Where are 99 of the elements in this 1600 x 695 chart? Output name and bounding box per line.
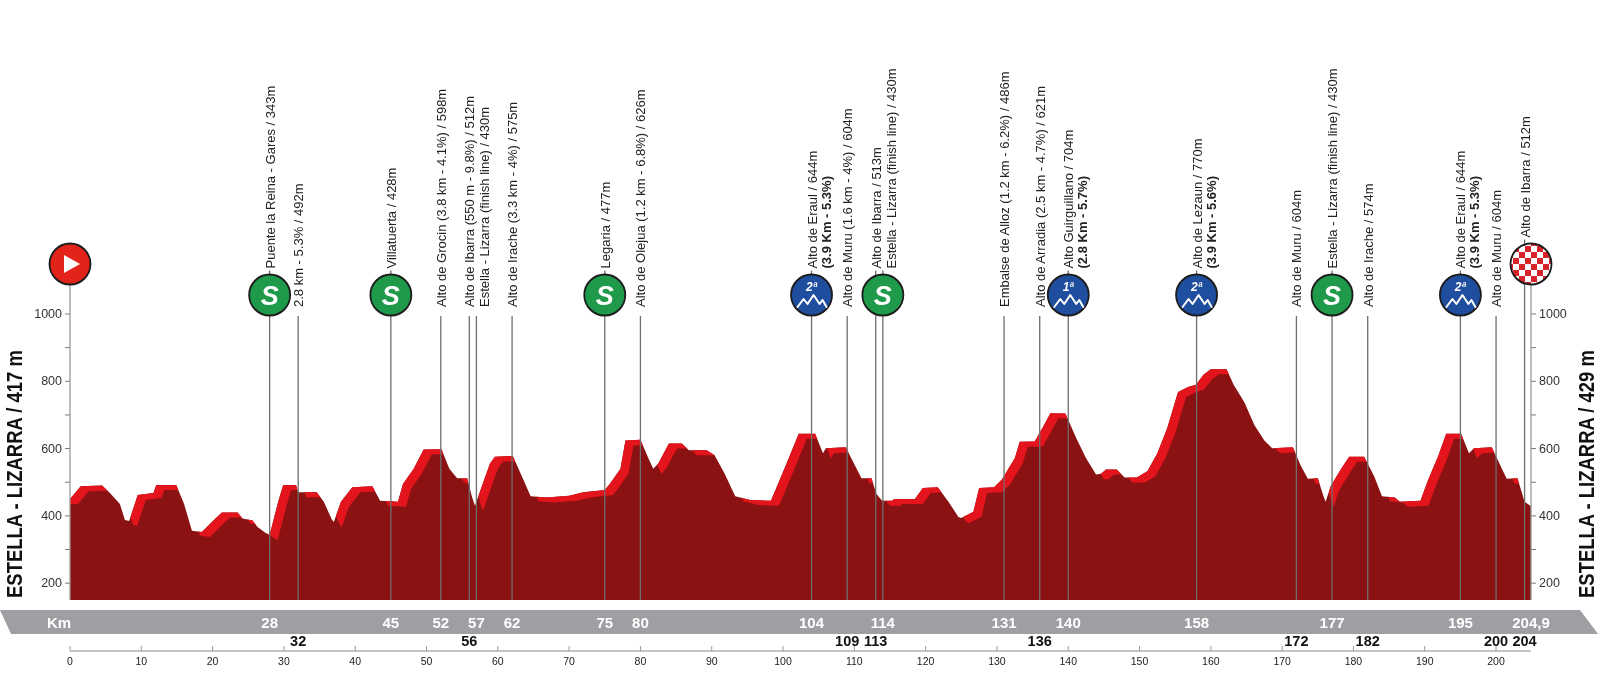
ref-line-label: Alto de Ibarra (550 m - 9.8%) / 512m — [461, 96, 477, 307]
y2-tick-label: 1000 — [1539, 307, 1567, 321]
x2-tick-label: 45 — [382, 613, 400, 631]
x-tick-label: 160 — [1202, 655, 1220, 667]
ref-line-label: Alto de Ibarra / 512m — [1517, 116, 1533, 238]
s-badge-icon: S — [369, 273, 413, 317]
annotation: S — [873, 281, 892, 311]
annotation: S — [1323, 281, 1342, 311]
y2-tick-label: 600 — [1539, 441, 1560, 456]
mountain-icon: 1ª — [1046, 273, 1090, 317]
x2-tick-label: 75 — [596, 613, 614, 631]
ref-line-label: Alto de Irache (3.3 km - 4%) / 575m — [504, 101, 520, 307]
text: 182 — [1355, 633, 1380, 649]
ref-line-label: Alto de Eraul / 644m (3.9 Km - 5.3%) — [1452, 150, 1482, 269]
x-tick-label: 170 — [1273, 655, 1292, 667]
x-tick-label: 0 — [67, 655, 74, 667]
x2-tick-label: 158 — [1184, 613, 1210, 631]
mountain-icon: 2ª — [1439, 273, 1482, 317]
ref-line-label: Legaria / 477m — [597, 181, 613, 269]
x-tick-label: 140 — [1059, 655, 1078, 667]
x2-tick-label: 131 — [991, 613, 1017, 631]
x-tick-label: 40 — [349, 655, 362, 667]
ref-line-label: Villatuerta / 428m — [383, 167, 399, 269]
y-tick-label: 600 — [41, 441, 63, 456]
annotation: 2ª — [1453, 280, 1467, 294]
text: 172 — [1284, 633, 1309, 649]
text: 32 — [290, 633, 307, 649]
x2-tick-label: 80 — [632, 613, 649, 631]
s-badge-icon: S — [248, 273, 292, 317]
y-axis-title: ESTELLA - LIZARRA / 417 m — [2, 350, 26, 598]
text: 109 — [835, 633, 860, 649]
s-badge-icon: S — [861, 273, 905, 317]
ref-line-label: Alto de Lezaun / 770m (3.9 Km - 5.6%) — [1189, 138, 1219, 269]
x-tick-label: 110 — [845, 655, 863, 667]
ref-line-label: Alto de Irache / 574m — [1360, 183, 1376, 307]
text: 204 — [1512, 633, 1537, 649]
ref-line-label: Alto de Muru / 604m — [1488, 189, 1504, 307]
ref-line-label: 2.8 km - 5.3% / 492m — [290, 183, 306, 307]
s-badge-icon: S — [583, 273, 627, 317]
x-tick-label: 120 — [916, 655, 935, 667]
ref-line-label: Alto de Olejua (1.2 km - 6.8%) / 626m — [632, 89, 648, 307]
y-tick-label: 200 — [41, 576, 63, 591]
x2-tick-label: 177 — [1319, 613, 1345, 631]
x-tick-label: 90 — [705, 655, 718, 667]
x-tick-label: 130 — [988, 655, 1006, 667]
y-tick-label: 400 — [41, 508, 63, 523]
x2-tick-label: 204,9 — [1512, 613, 1550, 631]
ref-line-label: Alto de Ibarra / 513m — [868, 147, 884, 269]
mountain-icon: 2ª — [790, 273, 833, 317]
x-tick-label: 180 — [1344, 655, 1363, 667]
x-tick-label: 50 — [420, 655, 433, 667]
mountain-icon: 2ª — [1175, 273, 1218, 317]
y2-axis-title: ESTELLA - LIZARRA / 429 m — [1574, 350, 1598, 598]
y2-tick-label: 800 — [1539, 374, 1560, 389]
annotation: 1ª — [1062, 280, 1075, 294]
x-tick-label: 30 — [278, 655, 290, 667]
ref-line-label: Alto de Muru (1.6 km - 4%) / 604m — [839, 108, 855, 307]
text: 136 — [1027, 633, 1052, 649]
ref-line-label: Alto de Muru / 604m — [1288, 189, 1304, 307]
text: 113 — [864, 633, 888, 649]
ref-line-label: Alto de Eraul / 644m (3.9 Km - 5.3%) — [804, 150, 834, 269]
x-tick-label: 100 — [774, 655, 792, 667]
y-tick-label: 800 — [41, 374, 63, 389]
y-tick-label: 1000 — [34, 307, 63, 321]
annotation: S — [381, 281, 400, 311]
x-tick-label: 150 — [1130, 655, 1149, 667]
x-tick-label: 80 — [634, 655, 647, 667]
ref-line-label: Puente la Reina - Gares / 343m — [262, 85, 278, 269]
annotation: S — [595, 281, 614, 311]
x-tick-label: 70 — [563, 655, 576, 667]
ref-line-label: Estella - Lizarra (finish line) / 430m — [883, 68, 899, 269]
x2-axis-title: Km — [46, 613, 72, 631]
x2-tick-label: 52 — [432, 613, 450, 631]
x2-tick-label: 140 — [1055, 613, 1081, 631]
ref-line-label: Alto de Grocin (3.8 km - 4.1%) / 598m — [433, 88, 449, 307]
x2-tick-label: 57 — [468, 613, 485, 631]
ref-line-label: Embalse de Alloz (1.2 km - 6.2%) / 486m — [996, 71, 1012, 307]
x2-tick-label: 104 — [799, 613, 825, 631]
x-tick-label: 200 — [1487, 655, 1505, 667]
x-tick-label: 60 — [491, 655, 504, 667]
y2-tick-label: 400 — [1539, 508, 1560, 523]
x2-tick-label: 28 — [261, 613, 278, 631]
text: 200 — [1483, 633, 1509, 649]
x2-tick-label: 62 — [503, 613, 521, 631]
y2-tick-label: 200 — [1539, 576, 1560, 591]
ref-line-label: Estella - Lizarra (finish line) / 430m — [1324, 68, 1340, 269]
text: 56 — [461, 633, 478, 649]
annotation: 2ª — [804, 280, 818, 294]
x-tick-label: 190 — [1415, 655, 1434, 667]
ref-line-label: Alto de Arradia (2.5 km - 4.7%) / 621m — [1032, 85, 1048, 307]
annotation: S — [260, 281, 279, 311]
ref-line-label: Alto Guirguillano / 704m (2.8 Km - 5.7%) — [1060, 129, 1090, 269]
x2-tick-label: 195 — [1447, 613, 1473, 631]
x-tick-label: 10 — [135, 655, 148, 667]
x2-tick-label: 114 — [870, 613, 896, 631]
x-tick-label: 20 — [206, 655, 219, 667]
annotation: 2ª — [1190, 280, 1203, 294]
ref-line-label: Estella - Lizarra (finish line) / 430m — [476, 106, 492, 307]
s-badge-icon: S — [1310, 273, 1354, 317]
